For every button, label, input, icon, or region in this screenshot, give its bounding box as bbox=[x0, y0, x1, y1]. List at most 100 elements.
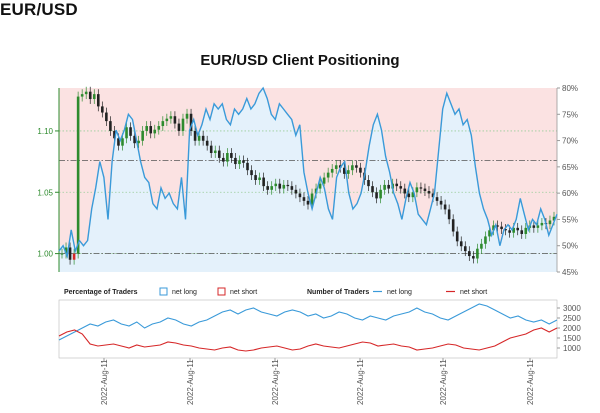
legend-box-marker bbox=[217, 287, 226, 296]
price-candle bbox=[213, 150, 217, 154]
right-tick-label: 55% bbox=[562, 215, 578, 224]
price-candle bbox=[205, 140, 209, 146]
price-candle bbox=[197, 135, 201, 141]
left-tick-label: 1.05 bbox=[37, 188, 53, 197]
price-candle bbox=[234, 157, 237, 165]
price-candle bbox=[189, 113, 193, 131]
sub-right-tick-label: 1000 bbox=[563, 344, 581, 353]
price-candle bbox=[109, 121, 112, 131]
right-tick-label: 65% bbox=[562, 163, 578, 172]
x-tick-label: 2022-Aug-11 bbox=[526, 359, 535, 405]
price-candle bbox=[230, 153, 233, 158]
price-candle bbox=[427, 191, 431, 194]
price-candle bbox=[439, 200, 443, 205]
price-candle bbox=[193, 130, 197, 141]
price-candle bbox=[302, 197, 306, 201]
price-candle bbox=[76, 96, 80, 254]
right-tick-label: 45% bbox=[562, 268, 578, 277]
price-candle bbox=[105, 112, 108, 122]
price-candle bbox=[149, 126, 153, 134]
right-tick-label: 60% bbox=[562, 189, 578, 198]
price-candle bbox=[488, 230, 491, 237]
legend-box-marker bbox=[159, 287, 168, 296]
price-candle bbox=[403, 188, 407, 194]
x-tick-label: 2022-Aug-11 bbox=[271, 359, 280, 405]
price-candle bbox=[516, 227, 520, 231]
price-candle bbox=[294, 189, 298, 194]
price-candle bbox=[96, 94, 100, 107]
page-title: EUR/USD bbox=[0, 0, 78, 19]
price-candle bbox=[209, 145, 213, 154]
price-candle bbox=[371, 186, 374, 193]
price-candle bbox=[379, 189, 382, 199]
price-candle bbox=[423, 188, 427, 192]
price-candle bbox=[512, 227, 515, 233]
price-candle bbox=[161, 121, 165, 127]
price-candle bbox=[84, 91, 88, 95]
price-candle bbox=[145, 126, 148, 131]
price-candle bbox=[310, 193, 314, 205]
price-candle bbox=[520, 230, 524, 234]
price-candle bbox=[395, 183, 399, 187]
legend-group-title: Number of Traders bbox=[307, 289, 369, 296]
right-tick-label: 50% bbox=[562, 242, 578, 251]
price-candle bbox=[133, 135, 136, 144]
price-candle bbox=[431, 193, 435, 198]
price-candle bbox=[415, 187, 419, 193]
price-candle bbox=[351, 165, 354, 171]
price-candle bbox=[173, 116, 177, 124]
x-tick-label: 2022-Aug-11 bbox=[439, 359, 448, 405]
price-candle bbox=[472, 256, 475, 259]
price-candle bbox=[447, 209, 451, 220]
left-tick-label: 1.10 bbox=[37, 127, 53, 136]
price-candle bbox=[92, 94, 96, 100]
price-candle bbox=[455, 231, 459, 242]
price-candle bbox=[536, 225, 540, 228]
x-tick-label: 2022-Aug-11 bbox=[356, 359, 365, 405]
price-candle bbox=[250, 170, 253, 176]
price-candle bbox=[318, 183, 322, 189]
price-candle bbox=[181, 118, 185, 131]
price-candle bbox=[407, 193, 411, 198]
x-tick-label: 2022-Aug-11 bbox=[100, 359, 109, 405]
price-candle bbox=[278, 183, 282, 189]
x-tick-label: 2022-Aug-11 bbox=[186, 359, 195, 405]
price-candle bbox=[540, 222, 544, 226]
price-candle bbox=[552, 216, 556, 221]
price-candle bbox=[359, 167, 362, 173]
price-candle bbox=[101, 106, 104, 113]
price-candle bbox=[367, 180, 370, 187]
price-candle bbox=[121, 138, 124, 146]
price-candle bbox=[468, 251, 471, 257]
legend-item-label: net long bbox=[387, 289, 412, 296]
right-tick-label: 70% bbox=[562, 137, 578, 146]
price-candle bbox=[330, 168, 334, 173]
price-candle bbox=[282, 184, 286, 189]
price-candle bbox=[64, 247, 68, 254]
price-candle bbox=[411, 192, 415, 198]
net-long-count-line bbox=[58, 303, 558, 341]
sub-frame bbox=[58, 299, 558, 359]
price-candle bbox=[383, 184, 386, 190]
price-candle bbox=[80, 94, 84, 97]
price-candle bbox=[334, 165, 338, 169]
price-candle bbox=[463, 246, 467, 252]
price-candle bbox=[451, 219, 455, 232]
price-candle bbox=[326, 172, 330, 178]
net-short-count-line bbox=[58, 327, 558, 352]
price-candle bbox=[496, 225, 499, 227]
price-candle bbox=[508, 230, 511, 233]
price-candle bbox=[290, 186, 294, 190]
price-candle bbox=[153, 129, 157, 134]
price-candle bbox=[266, 186, 269, 190]
price-candle bbox=[459, 241, 463, 247]
price-candle bbox=[387, 184, 390, 189]
price-candle bbox=[125, 127, 128, 139]
price-candle bbox=[480, 243, 483, 249]
sub-right-tick-label: 2000 bbox=[563, 324, 581, 333]
price-candle bbox=[322, 177, 326, 184]
price-candle bbox=[137, 140, 140, 144]
price-candle bbox=[347, 170, 350, 174]
sub-right-tick-label: 1500 bbox=[563, 334, 581, 343]
price-candle bbox=[177, 123, 181, 131]
